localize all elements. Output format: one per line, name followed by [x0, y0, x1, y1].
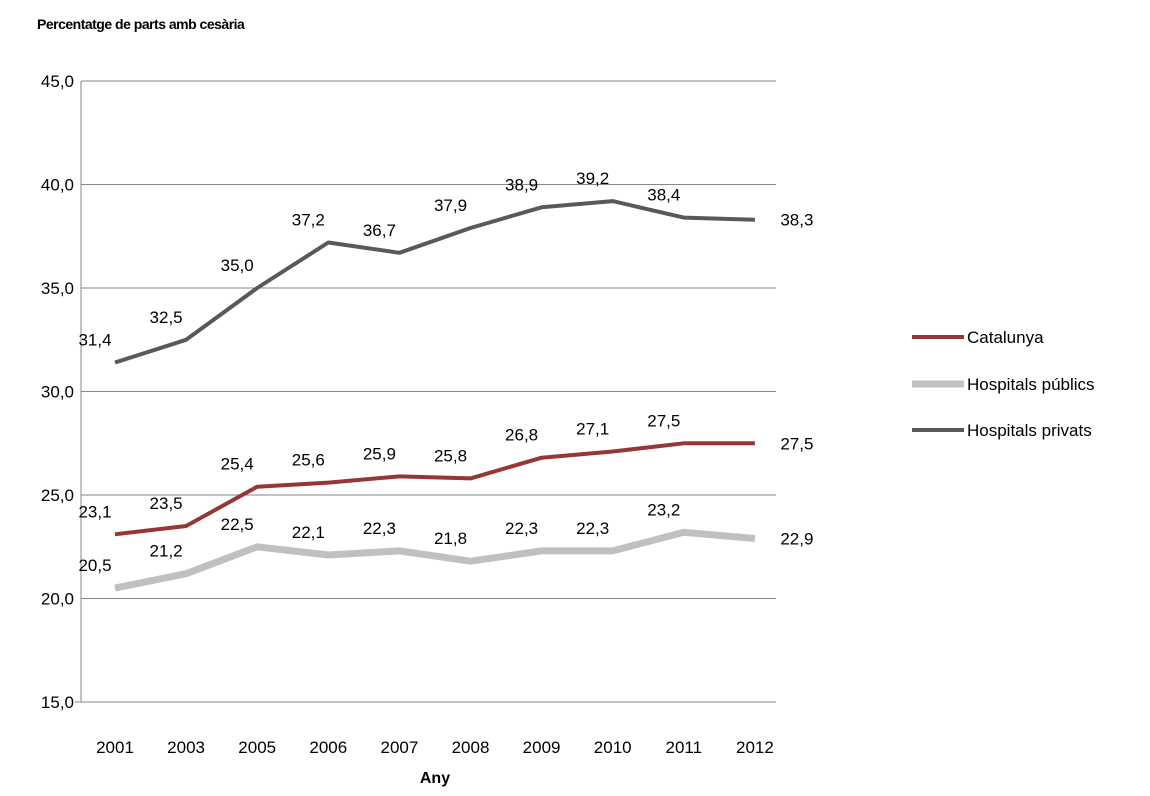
x-tick-label: 2006 — [309, 738, 347, 757]
y-tick-label: 35,0 — [41, 279, 74, 298]
data-label: 23,1 — [78, 502, 111, 521]
data-label: 22,5 — [221, 515, 254, 534]
data-label: 22,1 — [292, 523, 325, 542]
data-label: 21,8 — [434, 529, 467, 548]
y-tick-label: 30,0 — [41, 383, 74, 402]
data-label: 37,2 — [292, 210, 325, 229]
data-label: 36,7 — [363, 221, 396, 240]
data-label: 27,1 — [576, 420, 609, 439]
data-label: 31,4 — [78, 331, 111, 350]
legend-label: Hospitals públics — [967, 375, 1095, 394]
x-tick-label: 2009 — [523, 738, 561, 757]
data-label: 39,2 — [576, 169, 609, 188]
y-tick-label: 45,0 — [41, 72, 74, 91]
data-label: 38,4 — [647, 186, 680, 205]
x-tick-label: 2007 — [380, 738, 418, 757]
x-tick-label: 2010 — [594, 738, 632, 757]
x-tick-label: 2003 — [167, 738, 205, 757]
x-tick-label: 2011 — [666, 738, 703, 757]
y-tick-label: 20,0 — [41, 590, 74, 609]
data-label: 25,6 — [292, 451, 325, 470]
x-axis-title: Any — [419, 770, 451, 787]
series-line-3 — [114, 199, 755, 365]
data-label: 25,9 — [363, 444, 396, 463]
data-label: 25,4 — [221, 455, 254, 474]
data-label: 23,2 — [647, 500, 680, 519]
series-line-1 — [114, 441, 755, 537]
legend-label: Hospitals privats — [967, 421, 1092, 440]
data-label: 38,3 — [780, 211, 813, 230]
y-tick-label: 15,0 — [41, 693, 74, 712]
data-label: 32,5 — [150, 308, 183, 327]
data-label: 37,9 — [434, 196, 467, 215]
data-label: 22,9 — [780, 529, 813, 548]
data-label: 25,8 — [434, 446, 467, 465]
series-line-2 — [114, 528, 756, 592]
y-axis-title: Percentatge de parts amb cesària — [37, 16, 245, 32]
x-tick-label: 2005 — [238, 738, 276, 757]
data-label: 23,5 — [150, 494, 183, 513]
x-tick-label: 2012 — [736, 738, 774, 757]
data-label: 22,3 — [363, 519, 396, 538]
x-tick-label: 2008 — [452, 738, 490, 757]
data-label: 21,2 — [150, 542, 183, 561]
y-tick-label: 40,0 — [41, 176, 74, 195]
data-label: 20,5 — [78, 556, 111, 575]
legend-label: Catalunya — [967, 328, 1044, 347]
x-tick-label: 2001 — [96, 738, 134, 757]
data-label: 35,0 — [221, 256, 254, 275]
data-label: 22,3 — [505, 519, 538, 538]
data-label: 22,3 — [576, 519, 609, 538]
y-tick-label: 25,0 — [41, 486, 74, 505]
data-label: 27,5 — [647, 411, 680, 430]
data-label: 38,9 — [505, 175, 538, 194]
data-label: 27,5 — [780, 434, 813, 453]
data-label: 26,8 — [505, 426, 538, 445]
